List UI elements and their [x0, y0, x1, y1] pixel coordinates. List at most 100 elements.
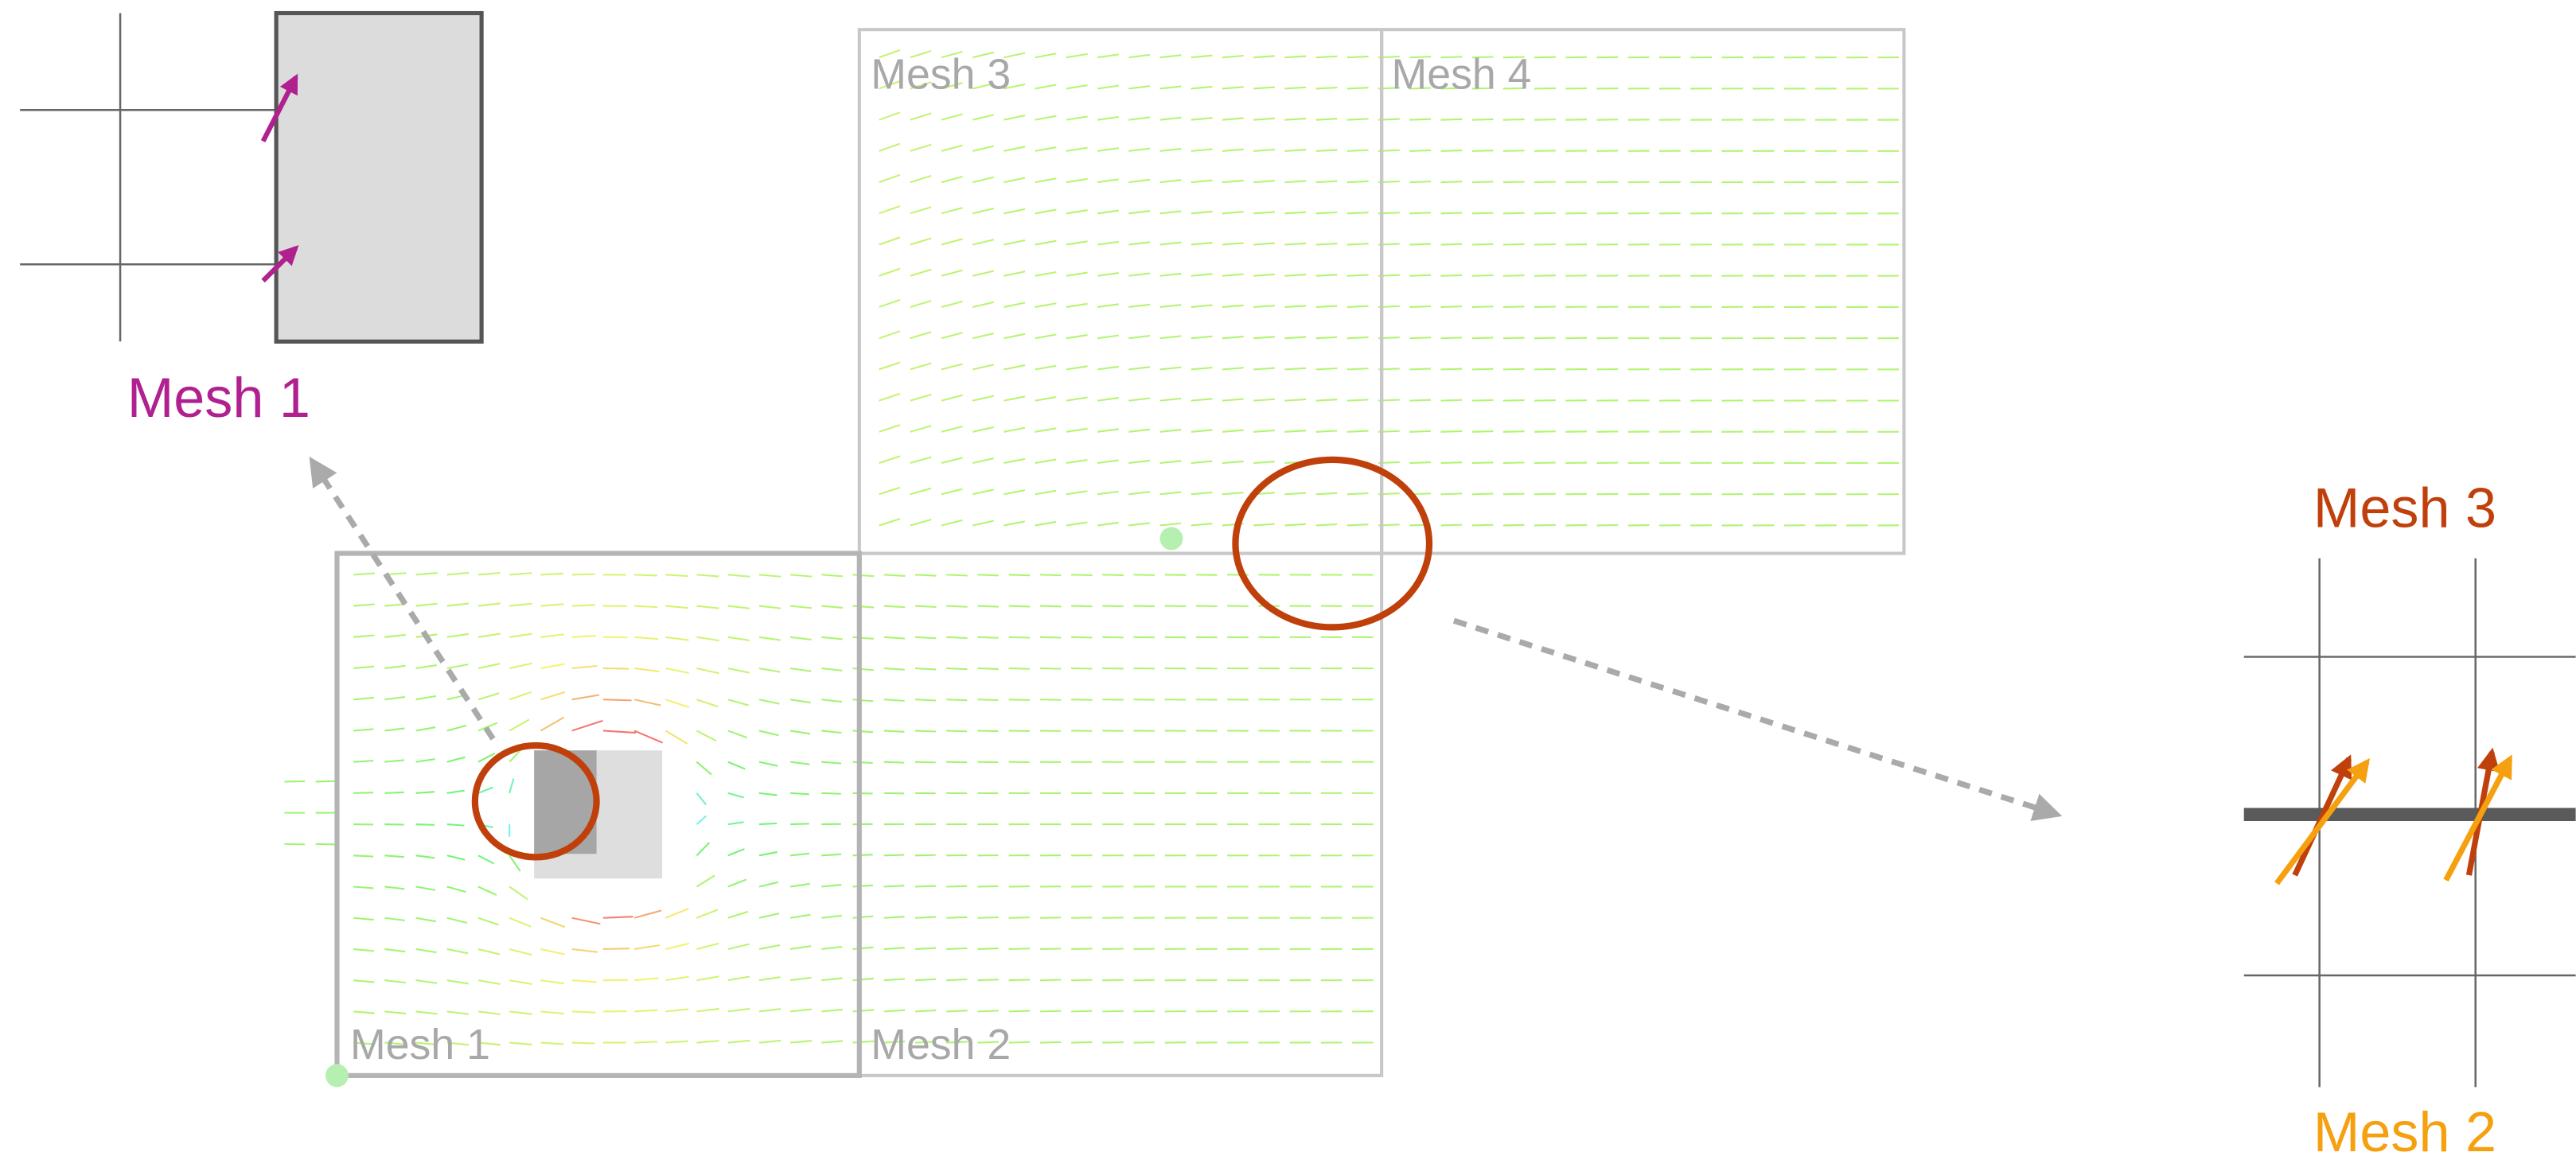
flow-vector: [1534, 492, 1556, 496]
flow-vector: [1346, 212, 1369, 215]
flow-vector: [353, 885, 374, 889]
flow-vector: [1222, 492, 1244, 496]
flow-vector: [972, 51, 995, 59]
flow-vector: [852, 761, 873, 765]
flow-vector: [634, 574, 657, 577]
flow-vector: [384, 664, 406, 670]
flow-vector: [446, 823, 465, 827]
flow-vector: [1409, 337, 1432, 340]
flow-vector: [540, 979, 565, 985]
flow-vector: [1284, 430, 1307, 433]
flow-vector: [1066, 240, 1088, 246]
flow-vector: [1284, 492, 1307, 496]
flow-vector: [972, 520, 994, 527]
flow-vector: [883, 761, 905, 764]
flow-vector: [910, 237, 932, 246]
flow-vector: [941, 426, 963, 433]
flow-vector: [821, 574, 844, 578]
flow-vector: [1440, 492, 1463, 496]
flow-vector: [1346, 149, 1369, 152]
flow-vector: [1191, 304, 1213, 308]
flow-vector: [879, 205, 901, 215]
flow-vector: [1159, 179, 1182, 184]
flow-vector: [1534, 56, 1556, 59]
flow-vector: [941, 82, 963, 90]
flow-vector: [1502, 306, 1525, 308]
mesh-label: Mesh 2: [871, 1021, 1011, 1068]
flow-vector: [727, 975, 750, 982]
flow-vector: [633, 1009, 658, 1013]
flow-vector: [665, 605, 689, 609]
flow-vector: [633, 730, 664, 744]
flow-vector: [540, 603, 564, 607]
flow-vector: [353, 948, 375, 952]
flow-vector: [1128, 147, 1151, 152]
flow-vector: [1502, 430, 1525, 433]
flow-vector: [852, 1009, 875, 1013]
flow-vector: [1004, 52, 1026, 59]
flow-vector: [946, 1010, 968, 1013]
flow-vector: [883, 916, 905, 919]
flow-vector: [477, 602, 501, 607]
flow-vector: [1534, 212, 1556, 215]
flow-vector: [384, 854, 404, 858]
flow-vector: [941, 113, 963, 121]
flow-vector: [879, 267, 901, 277]
flow-vector: [1035, 364, 1057, 371]
flow-vector: [977, 699, 999, 702]
flow-vector: [509, 778, 515, 794]
flow-vector: [384, 759, 405, 763]
flow-vector: [1035, 84, 1057, 90]
inset-label: Mesh 1: [127, 366, 310, 429]
flow-vector: [821, 946, 843, 950]
mesh-box: [334, 551, 862, 1078]
flow-vector: [415, 758, 435, 763]
flow-vector: [758, 667, 781, 673]
flow-vector: [1159, 304, 1182, 308]
flow-vector: [1128, 85, 1151, 90]
flow-vector: [1284, 523, 1307, 527]
flow-vector: [1035, 177, 1057, 184]
flow-vector: [910, 331, 932, 340]
flow-vector: [1253, 398, 1275, 402]
flow-vector: [1471, 524, 1494, 527]
flow-vector: [1097, 397, 1119, 402]
flow-vector: [790, 1040, 813, 1044]
flow-vector: [977, 1041, 999, 1044]
flow-vector: [1039, 948, 1062, 950]
flow-vector: [1071, 574, 1093, 577]
flow-vector: [509, 1010, 532, 1015]
flow-vector: [1471, 461, 1494, 465]
flow-vector: [879, 173, 901, 184]
flow-vector: [696, 815, 707, 825]
flow-vector: [477, 979, 501, 985]
flow-vector: [883, 574, 906, 577]
flow-vector: [941, 50, 963, 59]
flow-vector: [879, 361, 901, 371]
flow-vector: [883, 636, 906, 640]
flow-vector: [415, 823, 435, 826]
flow-vector: [509, 718, 530, 732]
flow-vector: [914, 667, 937, 671]
flow-vector: [852, 730, 874, 734]
flow-vector: [1004, 395, 1026, 402]
flow-vector: [1039, 667, 1062, 670]
flow-vector: [1128, 303, 1151, 308]
flow-vector: [315, 843, 337, 846]
flow-vector: [1071, 605, 1093, 608]
flow-vector: [1191, 491, 1213, 496]
flow-vector: [910, 81, 932, 90]
flow-vector: [1191, 398, 1213, 402]
flow-vector: [910, 112, 932, 121]
flow-vector: [789, 913, 811, 919]
flow-vector: [758, 574, 781, 578]
flow-vector: [883, 667, 905, 671]
flow-vector: [1004, 426, 1026, 433]
flow-vector: [1071, 979, 1093, 982]
flow-vector: [1534, 274, 1556, 277]
flow-vector: [696, 909, 719, 919]
flow-vector: [758, 1008, 781, 1013]
flow-vector: [1253, 86, 1276, 90]
flow-vector: [1066, 146, 1088, 152]
flow-vector: [1066, 302, 1088, 308]
